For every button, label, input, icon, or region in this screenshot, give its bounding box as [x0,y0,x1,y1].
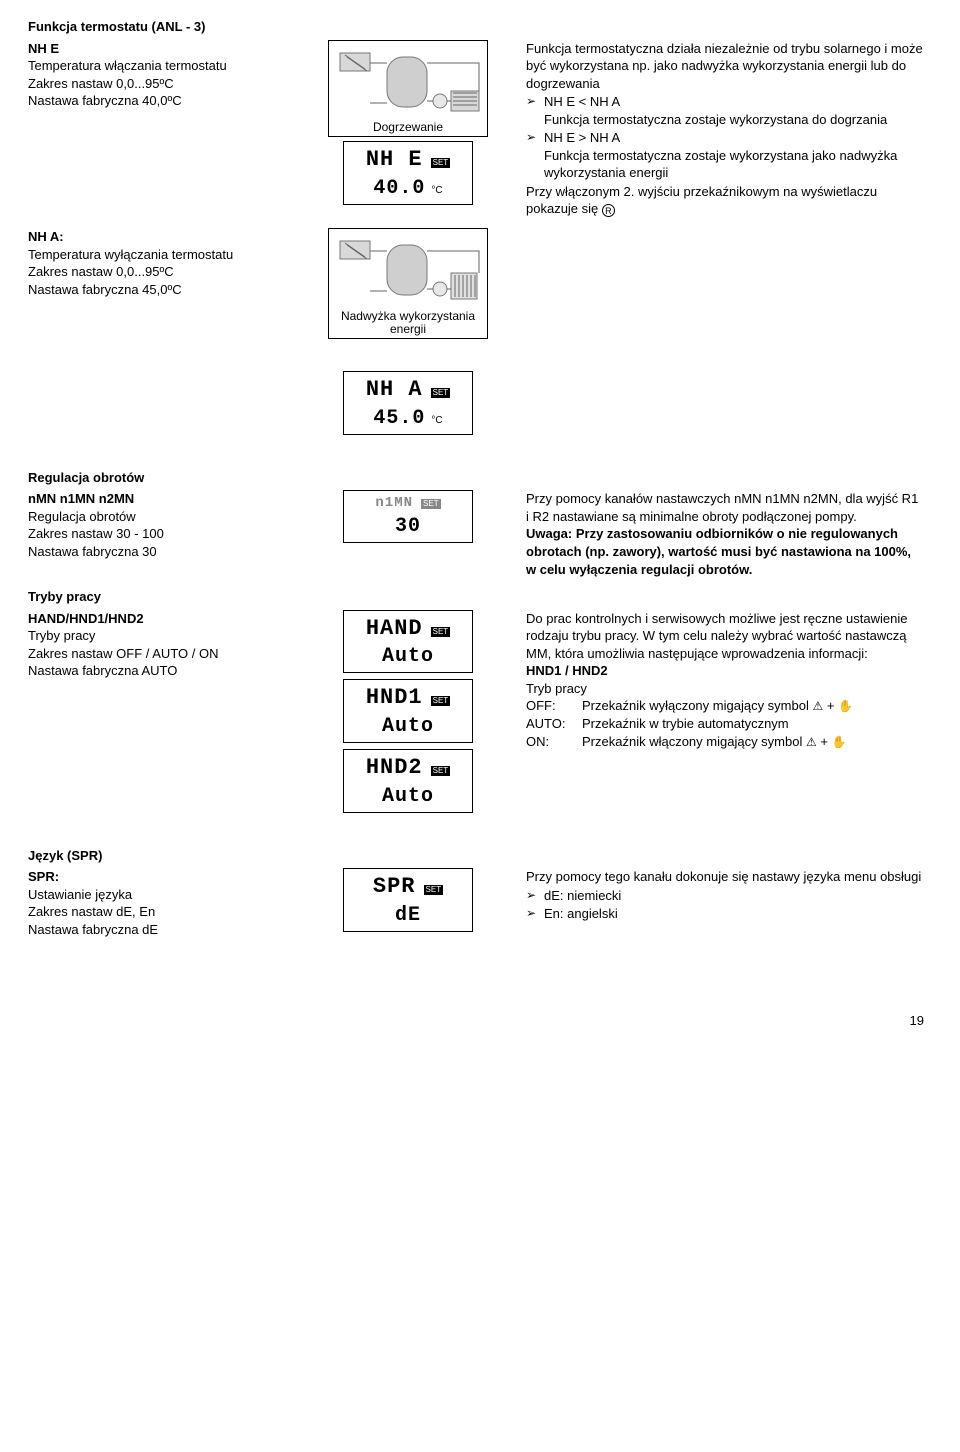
spr-l1: Ustawianie języka [28,886,298,904]
spr-head: SPR: [28,868,298,886]
display-hand: HAND SET Auto [343,610,473,674]
spr-block: SPR: Ustawianie języka Zakres nastaw dE,… [28,868,298,938]
diagram-heating: Dogrzewanie [328,40,488,137]
nh-p2: Przy włączonym 2. wyjściu przekaźnikowym… [526,183,924,218]
set-badge: SET [421,499,441,509]
display-nhe-val: 40.0 [373,175,425,202]
hand-icon: ✋ [832,735,847,749]
warning-icon: ⚠ [806,735,817,749]
display-hand-val: Auto [382,643,434,670]
nha-l2: Zakres nastaw 0,0...95ºC [28,263,298,281]
display-spr-top: SPR [373,872,416,902]
spr-l2: Zakres nastaw dE, En [28,903,298,921]
diagram-surplus-label: Nadwyżka wykorzystania energii [335,310,481,338]
nhe-l3: Nastawa fabryczna 40,0ºC [28,92,298,110]
spr-desc: Przy pomocy tego kanału dokonuje się nas… [526,868,924,886]
display-hnd2: HND2 SET Auto [343,749,473,813]
hand-on-row: ON: Przekaźnik włączony migający symbol … [526,733,924,751]
section-title-lang: Język (SPR) [28,847,924,865]
row-nmn: nMN n1MN n2MN Regulacja obrotów Zakres n… [28,490,924,578]
spr-b1: dE: niemiecki [526,887,924,905]
nmn-l1: Regulacja obrotów [28,508,298,526]
row-spr: SPR: Ustawianie języka Zakres nastaw dE,… [28,868,924,952]
display-nha: NH A SET 45.0 °C [343,371,473,435]
hand-off-row: OFF: Przekaźnik wyłączony migający symbo… [526,697,924,715]
hand-block: HAND/HND1/HND2 Tryby pracy Zakres nastaw… [28,610,298,680]
hand-sub2: Tryb pracy [526,680,924,698]
section-title-tryby: Tryby pracy [28,588,924,606]
display-nmn-top: n1MN [375,494,413,513]
hand-description: Do prac kontrolnych i serwisowych możliw… [508,610,924,819]
spr-description: Przy pomocy tego kanału dokonuje się nas… [508,868,924,952]
section-title-reg: Regulacja obrotów [28,469,924,487]
nha-l1: Temperatura wyłączania termostatu [28,246,298,264]
row-hand: HAND/HND1/HND2 Tryby pracy Zakres nastaw… [28,610,924,819]
hand-sub: HND1 / HND2 [526,662,924,680]
circled-r-icon: R [602,204,615,217]
nmn-block: nMN n1MN n2MN Regulacja obrotów Zakres n… [28,490,298,560]
nhe-block: NH E Temperatura włączania termostatu Za… [28,40,298,110]
hand-l2: Zakres nastaw OFF / AUTO / ON [28,645,298,663]
hand-l3: Nastawa fabryczna AUTO [28,662,298,680]
diagram-surplus: Nadwyżka wykorzystania energii [328,228,488,339]
display-spr-val: dE [395,902,421,929]
hand-off-val: Przekaźnik wyłączony migający symbol ⚠ +… [582,697,853,715]
nh-p1: Funkcja termostatyczna działa niezależni… [526,40,924,93]
display-nha-top: NH A [366,375,423,405]
display-hnd2-val: Auto [382,783,434,810]
hand-l1: Tryby pracy [28,627,298,645]
set-badge: SET [431,388,451,398]
nhe-l1: Temperatura włączania termostatu [28,57,298,75]
hand-icon: ✋ [838,699,853,713]
nmn-warn: Uwaga: Przy zastosowaniu odbiorników o n… [526,525,924,578]
section-title-anl: Funkcja termostatu (ANL - 3) [28,18,924,36]
nh-bullet-2: NH E > NH A Funkcja termostatyczna zosta… [526,129,924,182]
set-badge: SET [431,696,451,706]
set-badge: SET [424,885,444,895]
display-hand-top: HAND [366,614,423,644]
degc: °C [431,184,442,198]
hand-auto-row: AUTO: Przekaźnik w trybie automatycznym [526,715,924,733]
display-nha-val: 45.0 [373,405,425,432]
nha-block: NH A: Temperatura wyłączania termostatu … [28,228,298,298]
nhe-l2: Zakres nastaw 0,0...95ºC [28,75,298,93]
nha-head: NH A: [28,228,298,246]
display-nhe: NH E SET 40.0 °C [343,141,473,205]
spr-b2: En: angielski [526,905,924,923]
hand-desc1: Do prac kontrolnych i serwisowych możliw… [526,610,924,663]
nmn-description: Przy pomocy kanałów nastawczych nMN n1MN… [508,490,924,578]
page-number: 19 [28,1012,924,1030]
nmn-head: nMN n1MN n2MN [28,490,298,508]
display-hnd2-top: HND2 [366,753,423,783]
warning-icon: ⚠ [812,699,823,713]
set-badge: SET [431,158,451,168]
display-nmn-val: 30 [395,513,421,540]
nha-l3: Nastawa fabryczna 45,0ºC [28,281,298,299]
hand-on-val: Przekaźnik włączony migający symbol ⚠ + … [582,733,847,751]
display-nhe-top: NH E [366,145,423,175]
set-badge: SET [431,627,451,637]
display-nmn: n1MN SET 30 [343,490,473,543]
row-nha: NH A: Temperatura wyłączania termostatu … [28,228,924,441]
row-nhe: NH E Temperatura włączania termostatu Za… [28,40,924,218]
diagram-heating-label: Dogrzewanie [335,121,481,135]
nmn-l3: Nastawa fabryczna 30 [28,543,298,561]
display-hnd1-val: Auto [382,713,434,740]
spr-l3: Nastawa fabryczna dE [28,921,298,939]
display-hnd1: HND1 SET Auto [343,679,473,743]
nhe-description: Funkcja termostatyczna działa niezależni… [508,40,924,218]
nmn-l2: Zakres nastaw 30 - 100 [28,525,298,543]
hand-head: HAND/HND1/HND2 [28,610,298,628]
nhe-head: NH E [28,40,298,58]
display-spr: SPR SET dE [343,868,473,932]
display-hnd1-top: HND1 [366,683,423,713]
degc: °C [431,414,442,428]
nh-bullet-1: NH E < NH A Funkcja termostatyczna zosta… [526,93,924,128]
nmn-desc: Przy pomocy kanałów nastawczych nMN n1MN… [526,490,924,525]
set-badge: SET [431,766,451,776]
